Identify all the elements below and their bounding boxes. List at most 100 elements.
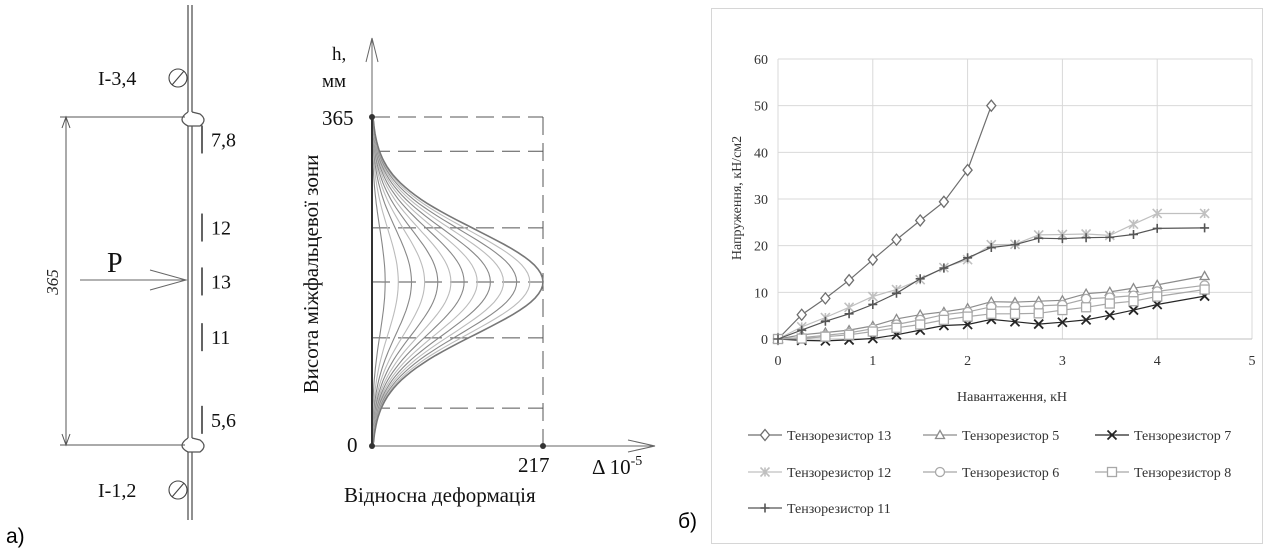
data-point xyxy=(1033,318,1044,330)
data-point xyxy=(1104,298,1115,309)
data-point xyxy=(1199,208,1210,219)
strain-profile-curve xyxy=(371,116,386,447)
series-line xyxy=(777,105,992,340)
strain-profile-chart xyxy=(365,37,656,453)
x-tick-label: 3 xyxy=(1059,354,1066,369)
data-point xyxy=(1057,317,1068,328)
data-point xyxy=(1033,308,1044,319)
strain-profile-curve xyxy=(371,116,505,447)
data-point xyxy=(986,243,996,253)
data-point xyxy=(1128,304,1139,316)
panel-b-label: б) xyxy=(678,510,698,533)
gauge-bottom-icon xyxy=(168,480,188,500)
legend-label: Тензорезистор 12 xyxy=(787,466,891,481)
data-point xyxy=(1081,233,1091,243)
data-point xyxy=(759,428,771,442)
data-point xyxy=(915,274,925,284)
chart-ylabel: Напруження, кН/см2 xyxy=(730,136,745,260)
strain-gauge-positions: 7,8 12 13 11 5,6 xyxy=(201,125,236,434)
x-tick-label: 5 xyxy=(1249,354,1256,369)
data-point xyxy=(938,195,950,209)
chart-legend: Тензорезистор 13 Тензорезистор 5 Тензорези… xyxy=(748,428,1231,517)
y-tick-label: 60 xyxy=(754,53,768,68)
gauge-top-icon xyxy=(168,68,188,88)
data-point xyxy=(1080,314,1092,326)
strain-gauge-label: 13 xyxy=(211,271,231,293)
strain-profile-curve xyxy=(371,116,439,447)
strain-profile-curve xyxy=(371,116,491,447)
data-point xyxy=(1106,429,1118,441)
legend-label: Тензорезистор 8 xyxy=(1134,466,1231,481)
data-point xyxy=(867,326,878,337)
profile-y-tick-top: 365 xyxy=(322,106,354,130)
profile-y-title-line2: мм xyxy=(322,71,346,92)
panel-a-label: а) xyxy=(6,525,25,548)
data-point xyxy=(938,314,950,326)
data-point xyxy=(891,233,902,247)
strain-profile-curve xyxy=(371,116,399,447)
data-point xyxy=(1034,233,1044,243)
data-point xyxy=(796,308,808,322)
chart-xlabel: Навантаження, кН xyxy=(957,390,1067,405)
data-point xyxy=(1057,234,1067,244)
data-point xyxy=(868,299,878,309)
data-point xyxy=(1080,293,1092,305)
data-point xyxy=(1010,240,1020,250)
data-point xyxy=(820,316,830,326)
strain-profile-curve xyxy=(371,116,465,447)
legend-label: Тензорезистор 13 xyxy=(787,429,891,444)
data-point xyxy=(843,329,855,340)
data-point xyxy=(1057,304,1068,316)
height-dimension xyxy=(60,115,185,447)
profile-y-title-line1: h, xyxy=(332,44,346,65)
profile-x-tick: 217 xyxy=(518,453,550,477)
data-point xyxy=(939,263,949,273)
data-point xyxy=(1128,219,1139,230)
data-point xyxy=(962,163,973,177)
gauge-bottom-label: I-1,2 xyxy=(98,480,136,502)
y-tick-label: 40 xyxy=(754,146,768,161)
strain-profile-curve xyxy=(371,116,452,447)
legend-label: Тензорезистор 11 xyxy=(787,502,891,517)
chart-series xyxy=(772,99,1211,347)
stress-load-chart: 0 10 20 30 40 50 60 0 1 2 3 4 5 Навантаження, кН Нап… xyxy=(730,53,1256,517)
height-dimension-label: 365 xyxy=(43,269,62,296)
data-point xyxy=(985,99,997,113)
series-line xyxy=(777,295,1205,342)
strain-profile-curve xyxy=(371,116,413,447)
chart-ticks: 0 10 20 30 40 50 60 0 1 2 3 4 5 xyxy=(754,53,1256,369)
x-tick-label: 4 xyxy=(1154,354,1161,369)
data-point xyxy=(986,308,997,319)
data-point xyxy=(934,429,946,440)
data-point xyxy=(773,334,783,344)
data-point xyxy=(1129,229,1138,239)
chart-frame xyxy=(711,8,1263,544)
x-tick-label: 1 xyxy=(869,354,876,369)
data-point xyxy=(1152,291,1163,302)
data-point xyxy=(891,322,902,333)
strain-gauge-label: 12 xyxy=(211,218,231,240)
strain-gauge-label: 11 xyxy=(211,327,230,349)
data-point xyxy=(1105,232,1115,242)
data-point xyxy=(820,291,831,305)
strain-profile-curve xyxy=(371,116,426,447)
y-tick-label: 20 xyxy=(754,240,768,255)
data-point xyxy=(797,325,807,335)
data-point xyxy=(867,291,878,302)
strain-gauge-label: 7,8 xyxy=(211,129,236,151)
x-tick-label: 2 xyxy=(964,354,971,369)
data-point xyxy=(820,331,831,342)
data-point xyxy=(1080,302,1092,313)
y-tick-label: 10 xyxy=(754,286,768,301)
profile-x-axis-exponent: -5 xyxy=(631,454,643,469)
y-tick-label: 30 xyxy=(754,193,768,208)
data-point xyxy=(796,333,807,344)
data-point xyxy=(867,253,879,267)
data-point xyxy=(844,309,854,319)
sheet-profile xyxy=(181,5,205,520)
profile-x-arrow xyxy=(627,439,656,453)
y-tick-label: 50 xyxy=(754,100,768,115)
force-label: P xyxy=(107,248,123,279)
profile-ylabel: Висота міжфальцевої зони xyxy=(299,155,323,394)
data-point xyxy=(843,273,855,287)
